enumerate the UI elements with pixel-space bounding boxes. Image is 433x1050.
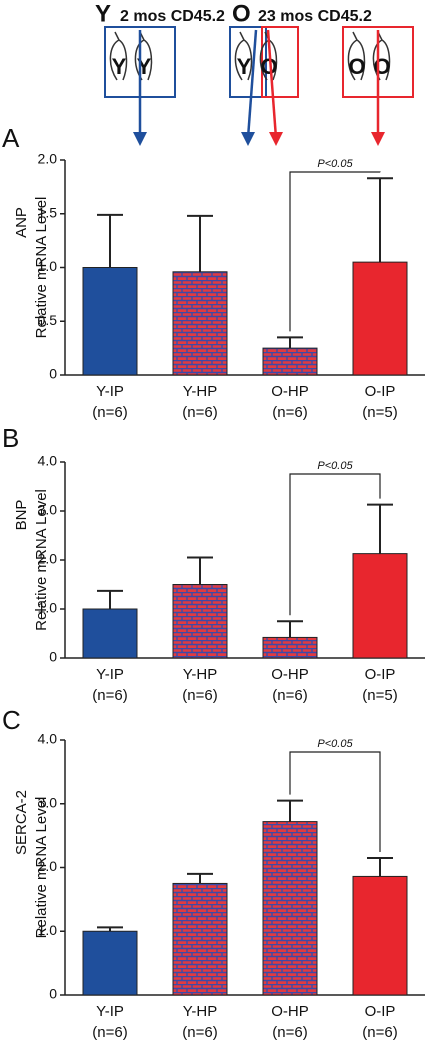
y-axis-label: Relative mRNA Level <box>33 197 50 339</box>
y-axis-label: ANP <box>13 207 30 238</box>
x-tick-label: Y-HP <box>183 1003 217 1020</box>
arrow <box>246 29 258 139</box>
x-tick-sublabel: (n=5) <box>362 404 397 421</box>
bar <box>82 267 138 376</box>
arrowhead <box>241 132 255 146</box>
y-tick-label: 3.0 <box>38 794 58 810</box>
panel-letter: B <box>2 423 19 453</box>
x-tick-label: O-HP <box>271 666 309 683</box>
bar <box>82 930 138 996</box>
x-tick-label: Y-IP <box>96 666 124 683</box>
old-label: 23 mos CD45.2 <box>258 8 372 25</box>
y-axis-label: SERCA-2 <box>13 790 30 855</box>
x-tick-sublabel: (n=6) <box>182 687 217 704</box>
mouse-letter: O <box>348 54 365 79</box>
y-axis-label: Relative mRNA Level <box>33 797 50 939</box>
x-tick-label: Y-IP <box>96 383 124 400</box>
bar <box>82 608 138 659</box>
x-tick-label: O-HP <box>271 1003 309 1020</box>
bar <box>352 875 408 996</box>
mouse <box>109 31 128 81</box>
arrowhead <box>371 132 385 146</box>
x-tick-label: Y-HP <box>183 666 217 683</box>
bar <box>172 882 228 996</box>
x-tick-label: O-IP <box>365 383 396 400</box>
x-tick-label: O-HP <box>271 383 309 400</box>
panel-letter: C <box>2 705 21 735</box>
y-axis-label: BNP <box>13 500 30 531</box>
y-tick-label: 1.0 <box>38 922 58 938</box>
y-tick-label: 2.0 <box>38 858 58 874</box>
old-letter: O <box>232 0 251 27</box>
significance-bracket <box>289 171 381 332</box>
x-tick-label: Y-HP <box>183 383 217 400</box>
x-tick-sublabel: (n=6) <box>272 404 307 421</box>
x-tick-sublabel: (n=6) <box>272 687 307 704</box>
y-tick-label: 1.0 <box>38 600 58 616</box>
x-tick-sublabel: (n=5) <box>362 687 397 704</box>
y-tick-label: 0 <box>49 649 57 665</box>
y-tick-label: 4.0 <box>38 453 58 469</box>
x-tick-sublabel: (n=6) <box>92 1024 127 1041</box>
x-tick-sublabel: (n=6) <box>362 1024 397 1041</box>
x-tick-label: O-IP <box>365 1003 396 1020</box>
y-tick-label: 2.0 <box>38 151 58 167</box>
bar <box>352 553 408 659</box>
x-tick-sublabel: (n=6) <box>92 687 127 704</box>
x-tick-sublabel: (n=6) <box>182 404 217 421</box>
arrowhead <box>269 132 283 146</box>
x-tick-sublabel: (n=6) <box>182 1024 217 1041</box>
y-axis-label: Relative mRNA Level <box>33 489 50 631</box>
x-tick-label: Y-IP <box>96 1003 124 1020</box>
mouse-letter: O <box>373 54 390 79</box>
y-tick-label: 0 <box>49 986 57 1002</box>
y-tick-label: 1.5 <box>38 204 58 220</box>
young-letter: Y <box>95 0 111 27</box>
mouse-box <box>261 26 299 98</box>
significance-label: P<0.05 <box>317 460 353 472</box>
bar <box>262 347 318 376</box>
mouse <box>347 31 366 81</box>
y-tick-label: 3.0 <box>38 502 58 518</box>
y-tick-label: 1.0 <box>38 258 58 274</box>
x-tick-label: O-IP <box>365 666 396 683</box>
y-tick-label: 0.5 <box>38 312 58 328</box>
significance-bracket <box>289 751 381 852</box>
significance-bracket <box>289 473 381 616</box>
bar <box>172 584 228 659</box>
y-tick-label: 0 <box>49 366 57 382</box>
bar <box>172 271 228 376</box>
panel-letter: A <box>2 123 20 153</box>
significance-label: P<0.05 <box>317 158 353 170</box>
young-label: 2 mos CD45.2 <box>120 8 225 25</box>
mouse-letter: O <box>260 54 277 79</box>
bar <box>262 636 318 659</box>
mouse-letter: Y <box>237 54 252 79</box>
bar <box>352 261 408 376</box>
mouse-box <box>229 26 267 98</box>
y-tick-label: 2.0 <box>38 551 58 567</box>
arrowhead <box>133 132 147 146</box>
arrow <box>266 29 278 139</box>
x-tick-sublabel: (n=6) <box>272 1024 307 1041</box>
y-tick-label: 4.0 <box>38 731 58 747</box>
mouse <box>234 31 253 81</box>
mouse-letter: Y <box>112 54 127 79</box>
x-tick-sublabel: (n=6) <box>92 404 127 421</box>
bar <box>262 821 318 996</box>
significance-label: P<0.05 <box>317 738 353 750</box>
